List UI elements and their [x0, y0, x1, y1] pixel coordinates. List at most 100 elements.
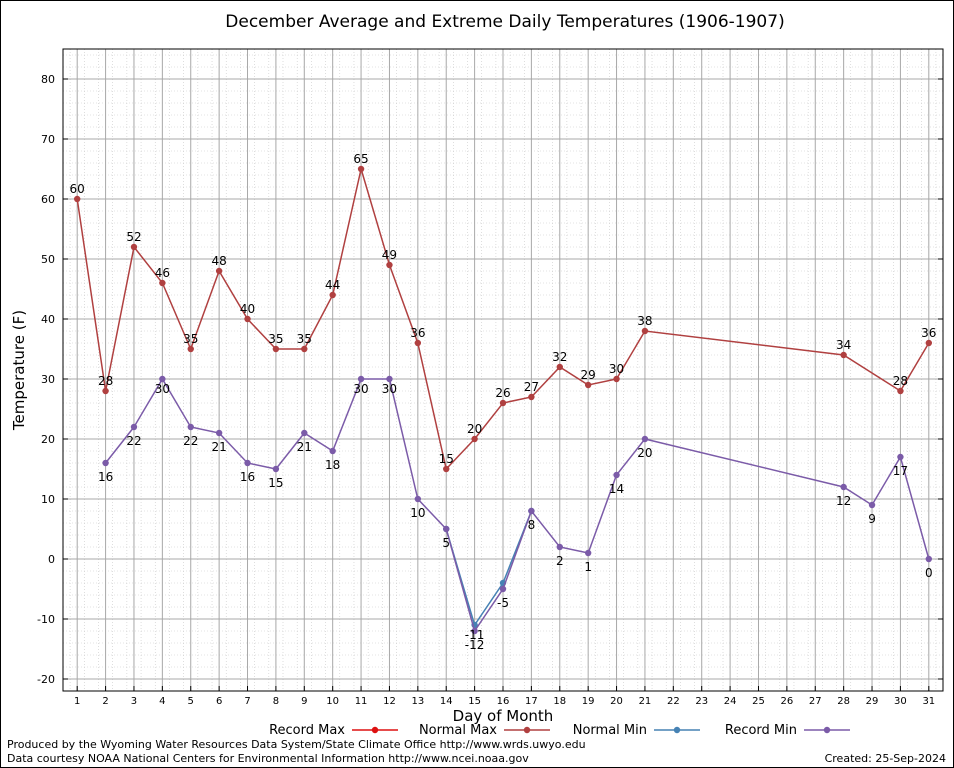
record-min-data-label: 17 — [893, 464, 908, 478]
record-min-point — [868, 501, 876, 509]
normal-max-data-label: 28 — [893, 374, 908, 388]
record-min-point — [641, 435, 649, 443]
normal-max-point — [840, 351, 847, 359]
footer-created-date: Created: 25-Sep-2024 — [824, 752, 946, 765]
normal-max-point — [528, 393, 535, 401]
record-min-data-label: 5 — [442, 536, 450, 550]
record-min-data-label: 21 — [297, 440, 312, 454]
record-min-data-label: 18 — [325, 458, 340, 472]
record-min-data-label: 30 — [155, 382, 170, 396]
x-tick-label: 28 — [837, 696, 850, 707]
normal-max-data-label: 40 — [240, 302, 255, 316]
normal-min-data-label: -11 — [465, 628, 485, 642]
x-tick-label: 10 — [326, 696, 339, 707]
normal-max-data-label: 35 — [297, 332, 312, 346]
y-tick-label: 40 — [41, 313, 55, 326]
normal-max-data-label: 46 — [155, 266, 170, 280]
normal-max-data-label: 32 — [552, 350, 567, 364]
record-min-point — [840, 483, 847, 491]
normal-max-data-label: 36 — [410, 326, 425, 340]
chart-title: December Average and Extreme Daily Tempe… — [225, 12, 784, 32]
record-min-data-label: 12 — [836, 494, 851, 508]
normal-max-data-label: 52 — [126, 230, 141, 244]
y-tick-label: 30 — [41, 373, 55, 386]
record-min-data-label: 16 — [240, 470, 255, 484]
x-tick-label: 12 — [383, 696, 396, 707]
normal-max-data-label: 35 — [268, 332, 283, 346]
record-min-line — [105, 377, 930, 633]
normal-max-data-label: 30 — [609, 362, 624, 376]
x-tick-label: 7 — [244, 696, 250, 707]
normal-max-point — [584, 381, 592, 389]
record-min-point — [272, 465, 280, 473]
y-tick-label: 80 — [41, 73, 55, 86]
normal-max-point — [925, 339, 933, 347]
record-min-point — [244, 459, 251, 467]
x-tick-label: 8 — [273, 696, 279, 707]
normal-max-point — [159, 279, 166, 287]
normal-max-data-label: 29 — [581, 368, 596, 382]
legend-label-normal-min: Normal Min — [573, 723, 647, 738]
x-tick-label: 11 — [355, 696, 368, 707]
x-tick-label: 2 — [102, 696, 108, 707]
normal-max-data-label: 15 — [439, 452, 454, 466]
y-tick-label: 50 — [41, 253, 55, 266]
normal-max-point — [386, 261, 393, 269]
y-axis-label: Temperature (F) — [10, 310, 28, 431]
record-min-data-label: 14 — [609, 482, 624, 496]
x-tick-label: 9 — [301, 696, 307, 707]
x-tick-label: 14 — [440, 696, 453, 707]
normal-max-point — [641, 327, 649, 335]
record-min-point — [130, 423, 138, 431]
record-min-point — [159, 375, 166, 383]
footer-produced-by: Produced by the Wyoming Water Resources … — [7, 738, 586, 751]
normal-max-point — [499, 399, 507, 407]
normal-max-data-label: 48 — [211, 254, 226, 268]
x-tick-label: 22 — [667, 696, 680, 707]
x-tick-label: 16 — [497, 696, 510, 707]
normal-max-point — [272, 345, 280, 353]
record-min-data-label: 21 — [211, 440, 226, 454]
normal-max-data-label: 35 — [183, 332, 198, 346]
record-min-data-label: 8 — [528, 518, 536, 532]
normal-max-point — [244, 315, 251, 323]
record-min-data-label: 1 — [584, 560, 592, 574]
x-tick-label: 6 — [216, 696, 222, 707]
normal-max-data-label: 28 — [98, 374, 113, 388]
x-tick-label: 25 — [752, 696, 765, 707]
normal-max-data-label: 60 — [70, 182, 85, 196]
record-min-data-label: 30 — [382, 382, 397, 396]
normal-max-data-label: 27 — [524, 380, 539, 394]
x-tick-label: 5 — [188, 696, 194, 707]
legend-label-record-min: Record Min — [725, 723, 797, 738]
x-tick-label: 21 — [639, 696, 652, 707]
normal-max-data-label: 26 — [495, 386, 510, 400]
normal-max-data-label: 20 — [467, 422, 482, 436]
record-min-data-label: 10 — [410, 506, 425, 520]
record-min-point — [414, 495, 422, 503]
series-layer — [73, 165, 933, 635]
normal-max-point — [443, 465, 450, 473]
record-min-data-label: -5 — [497, 596, 509, 610]
record-min-data-label: -12 — [465, 638, 485, 652]
normal-max-data-label: 65 — [353, 152, 368, 166]
record-min-point — [301, 429, 308, 437]
record-min-data-label: 20 — [637, 446, 652, 460]
record-min-point — [925, 555, 933, 563]
record-min-data-label: 30 — [353, 382, 368, 396]
normal-max-data-label: 34 — [836, 338, 851, 352]
y-tick-label: 20 — [41, 433, 55, 446]
x-tick-label: 13 — [411, 696, 424, 707]
normal-max-point — [130, 243, 138, 251]
footer-data-courtesy: Data courtesy NOAA National Centers for … — [7, 752, 529, 765]
x-tick-label: 17 — [525, 696, 538, 707]
x-tick-label: 29 — [866, 696, 879, 707]
record-min-data-label: 22 — [183, 434, 198, 448]
normal-max-point — [357, 165, 365, 173]
x-tick-label: 24 — [724, 696, 737, 707]
y-tick-label: -20 — [37, 673, 55, 686]
record-min-point — [386, 375, 393, 383]
record-min-point — [897, 453, 904, 461]
